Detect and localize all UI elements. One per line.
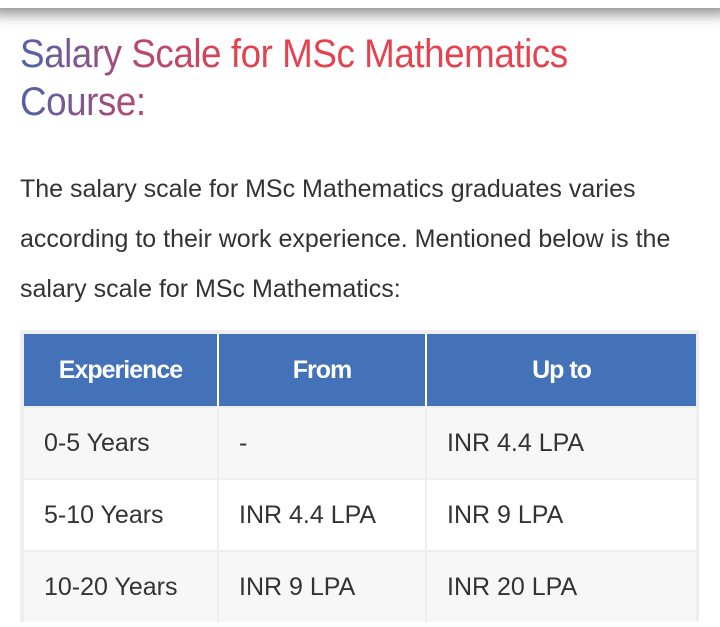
cell-up-to: INR 20 LPA <box>426 550 696 622</box>
table-row: 0-5 Years - INR 4.4 LPA <box>24 406 696 479</box>
table-header-row: Experience From Up to <box>24 334 696 407</box>
cell-up-to: INR 4.4 LPA <box>426 406 696 479</box>
salary-table-container: Experience From Up to 0-5 Years - INR 4.… <box>20 330 699 622</box>
cell-experience: 10-20 Years <box>24 550 219 622</box>
cell-experience: 0-5 Years <box>24 406 219 479</box>
header-from: From <box>218 334 427 407</box>
cell-up-to: INR 9 LPA <box>426 478 696 551</box>
table-row: 10-20 Years INR 9 LPA INR 20 LPA <box>24 550 696 622</box>
cell-from: - <box>218 406 427 479</box>
cell-from: INR 4.4 LPA <box>218 478 427 551</box>
section-heading: Salary Scale for MSc Mathematics Course: <box>20 30 646 126</box>
section-paragraph: The salary scale for MSc Mathematics gra… <box>20 175 671 303</box>
header-experience: Experience <box>24 334 219 407</box>
top-app-bar <box>0 0 720 8</box>
header-up-to: Up to <box>426 334 696 407</box>
cell-experience: 5-10 Years <box>24 478 219 551</box>
cell-from: INR 9 LPA <box>218 550 427 622</box>
table-row: 5-10 Years INR 4.4 LPA INR 9 LPA <box>24 478 696 551</box>
salary-table: Experience From Up to 0-5 Years - INR 4.… <box>24 334 696 622</box>
